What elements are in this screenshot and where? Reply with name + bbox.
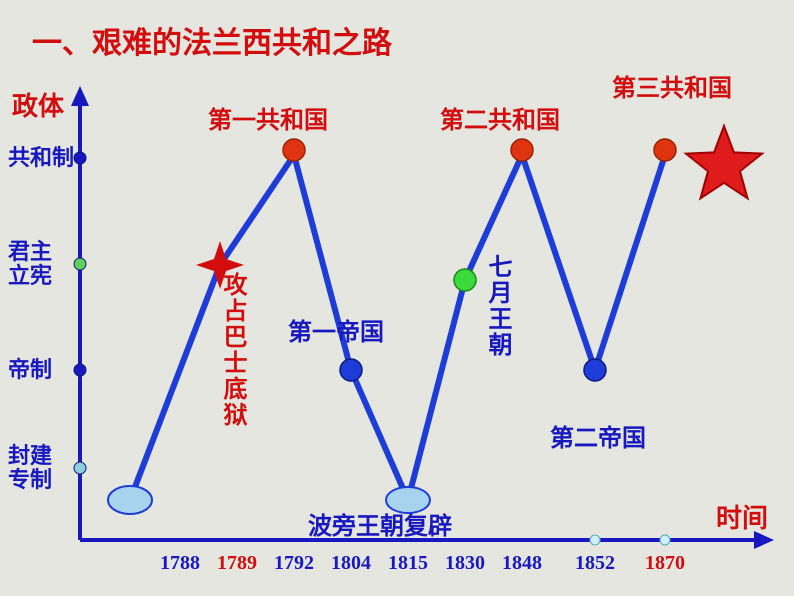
x-tick-label: 1788 — [160, 552, 200, 575]
x-tick-label: 1815 — [388, 552, 428, 575]
x-tick-label: 1852 — [575, 552, 615, 575]
data-label: 第二共和国 — [440, 100, 560, 135]
data-label: 第一帝国 — [288, 312, 384, 347]
data-label: 第二帝国 — [550, 418, 646, 453]
x-tick-label: 1870 — [645, 552, 685, 575]
x-tick-label: 1804 — [331, 552, 371, 575]
data-label: 第三共和国 — [612, 68, 732, 103]
x-tick-label: 1789 — [217, 552, 257, 575]
y-tick-label: 共和制 — [8, 146, 74, 170]
data-label: 第一共和国 — [208, 100, 328, 135]
y-tick-label: 帝制 — [8, 358, 52, 382]
y-tick-label: 封建专制 — [8, 444, 52, 492]
data-label: 七月王朝 — [480, 254, 515, 358]
x-tick-label: 1830 — [445, 552, 485, 575]
data-label: 攻占巴士底狱 — [215, 272, 250, 428]
y-tick-label: 君主立宪 — [8, 240, 52, 288]
x-tick-label: 1792 — [274, 552, 314, 575]
data-label: 波旁王朝复辟 — [308, 506, 452, 541]
x-tick-label: 1848 — [502, 552, 542, 575]
